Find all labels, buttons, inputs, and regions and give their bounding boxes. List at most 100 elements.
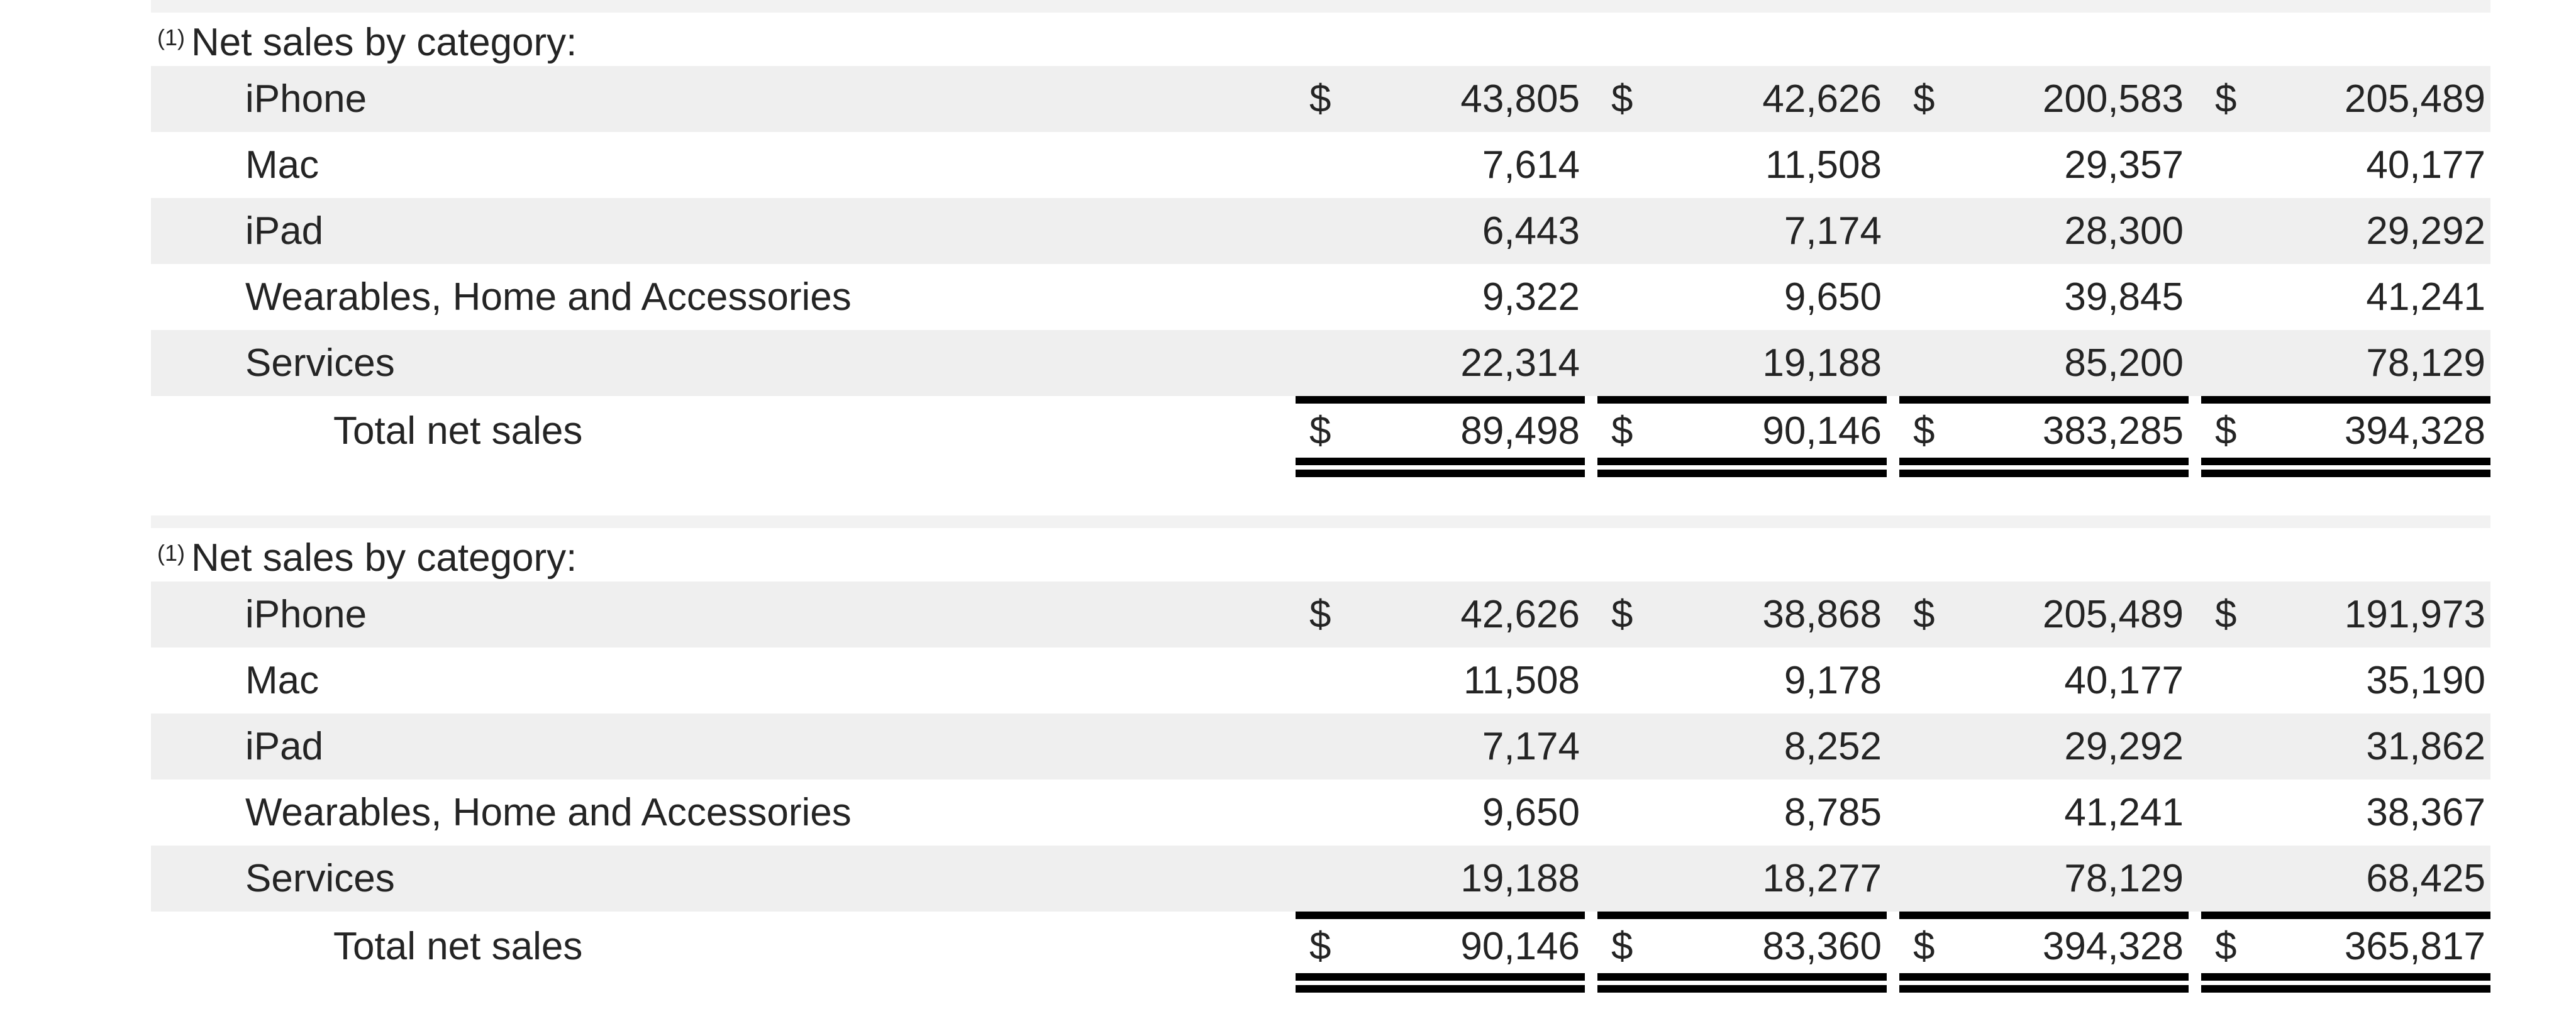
amount-cell: $89,498: [1296, 404, 1585, 458]
amount-cell: 41,241: [2201, 264, 2490, 330]
amount-value: 9,178: [1784, 659, 1882, 702]
amount-cell: $191,973: [2201, 581, 2490, 648]
amount-cell: 29,357: [1899, 132, 2189, 198]
amount-value: 11,508: [1463, 659, 1580, 702]
spacer: [151, 912, 1283, 919]
subtotal-rule-row: [151, 396, 2490, 404]
currency-symbol: $: [1611, 77, 1633, 121]
amount-cell: 28,300: [1899, 198, 2189, 264]
amount-cell: 78,129: [2201, 330, 2490, 396]
amount-value: 31,862: [2366, 725, 2485, 768]
amount-cell: 19,188: [1296, 846, 1585, 912]
footnote-marker: (1): [157, 540, 185, 566]
amount-value: 22,314: [1460, 341, 1580, 385]
amount-cell: 7,614: [1296, 132, 1585, 198]
total-double-rule-row: [151, 458, 2490, 477]
table-row-wearables: Wearables, Home and Accessories 9,322 9,…: [151, 264, 2490, 330]
amount-value: 43,805: [1460, 77, 1580, 121]
table-row-total-net-sales: Total net sales $90,146 $83,360 $394,328…: [151, 919, 2490, 973]
amount-value: 89,498: [1460, 409, 1580, 453]
amount-cell: $42,626: [1597, 66, 1887, 132]
amount-cell: 6,443: [1296, 198, 1585, 264]
column-double-rule: [1597, 458, 1887, 477]
amount-value: 29,357: [2064, 143, 2184, 187]
amount-value: 6,443: [1482, 209, 1580, 253]
column-double-rule: [1899, 973, 2189, 993]
table-row-services: Services 19,188 18,277 78,129 68,425: [151, 846, 2490, 912]
amount-cell: 38,367: [2201, 780, 2490, 846]
row-label: Services: [245, 857, 395, 900]
table-row-total-net-sales: Total net sales $89,498 $90,146 $383,285…: [151, 404, 2490, 458]
amount-value: 39,845: [2064, 275, 2184, 319]
column-rule: [1597, 912, 1887, 919]
footnote-marker: (1): [157, 25, 185, 50]
amount-cell: $90,146: [1597, 404, 1887, 458]
column-rule: [1296, 912, 1585, 919]
currency-symbol: $: [1309, 924, 1331, 968]
amount-value: 38,868: [1762, 593, 1882, 636]
column-double-rule: [1899, 458, 2189, 477]
spacer: [151, 458, 1283, 477]
table-title: (1) Net sales by category:: [151, 538, 2490, 578]
net-sales-table-1: (1) Net sales by category: iPhone $43,805…: [151, 0, 2490, 477]
currency-symbol: $: [1913, 77, 1935, 121]
amount-value: 8,785: [1784, 791, 1882, 834]
amount-value: 365,817: [2344, 924, 2485, 968]
amount-cell: 35,190: [2201, 648, 2490, 714]
amount-value: 40,177: [2064, 659, 2184, 702]
table-row-ipad: iPad 6,443 7,174 28,300 29,292: [151, 198, 2490, 264]
amount-cell: 29,292: [2201, 198, 2490, 264]
amount-value: 90,146: [1762, 409, 1882, 453]
table-title-text: Net sales by category:: [191, 21, 577, 64]
amount-cell: $83,360: [1597, 919, 1887, 973]
amount-value: 29,292: [2064, 725, 2184, 768]
table-title: (1) Net sales by category:: [151, 23, 2490, 63]
currency-symbol: $: [1309, 409, 1331, 453]
amount-cell: $205,489: [1899, 581, 2189, 648]
column-rule: [1597, 396, 1887, 404]
net-sales-table-2: (1) Net sales by category: iPhone $42,626…: [151, 515, 2490, 993]
amount-value: 8,252: [1784, 725, 1882, 768]
table-row-iphone: iPhone $43,805 $42,626 $200,583 $205,489: [151, 66, 2490, 132]
amount-value: 9,322: [1482, 275, 1580, 319]
currency-symbol: $: [1611, 593, 1633, 636]
amount-value: 68,425: [2366, 857, 2485, 900]
row-label: iPhone: [245, 77, 367, 121]
row-label: Mac: [245, 659, 319, 702]
amount-value: 200,583: [2042, 77, 2184, 121]
amount-value: 42,626: [1762, 77, 1882, 121]
amount-value: 29,292: [2366, 209, 2485, 253]
amount-cell: 9,178: [1597, 648, 1887, 714]
amount-cell: 68,425: [2201, 846, 2490, 912]
row-label: iPad: [245, 725, 324, 768]
amount-value: 18,277: [1762, 857, 1882, 900]
amount-value: 11,508: [1765, 143, 1882, 187]
column-double-rule: [2201, 458, 2490, 477]
table-row-wearables: Wearables, Home and Accessories 9,650 8,…: [151, 780, 2490, 846]
amount-value: 191,973: [2344, 593, 2485, 636]
row-label: Wearables, Home and Accessories: [245, 791, 852, 834]
amount-cell: 40,177: [1899, 648, 2189, 714]
column-double-rule: [1597, 973, 1887, 993]
amount-cell: 9,650: [1296, 780, 1585, 846]
amount-cell: 29,292: [1899, 714, 2189, 780]
table-row-ipad: iPad 7,174 8,252 29,292 31,862: [151, 714, 2490, 780]
column-rule: [1296, 396, 1585, 404]
amount-cell: 41,241: [1899, 780, 2189, 846]
amount-value: 41,241: [2064, 791, 2184, 834]
amount-value: 394,328: [2344, 409, 2485, 453]
amount-cell: 8,252: [1597, 714, 1887, 780]
row-label: Total net sales: [333, 924, 583, 968]
section-separator-band: [151, 0, 2490, 13]
amount-value: 7,614: [1482, 143, 1580, 187]
amount-cell: 40,177: [2201, 132, 2490, 198]
amount-cell: 39,845: [1899, 264, 2189, 330]
spacer: [151, 973, 1283, 993]
amount-cell: 8,785: [1597, 780, 1887, 846]
table-title-text: Net sales by category:: [191, 536, 577, 580]
row-label: iPad: [245, 209, 324, 253]
column-double-rule: [1296, 973, 1585, 993]
amount-cell: 9,322: [1296, 264, 1585, 330]
amount-cell: 22,314: [1296, 330, 1585, 396]
amount-value: 85,200: [2064, 341, 2184, 385]
